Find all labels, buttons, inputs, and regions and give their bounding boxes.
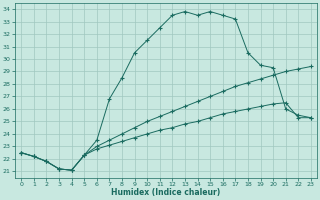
X-axis label: Humidex (Indice chaleur): Humidex (Indice chaleur): [111, 188, 221, 197]
